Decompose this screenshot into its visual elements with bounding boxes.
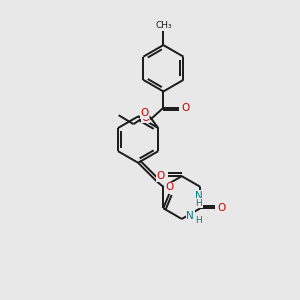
- Text: O: O: [217, 203, 225, 213]
- Text: CH₃: CH₃: [155, 21, 172, 30]
- Text: O: O: [140, 108, 148, 118]
- Text: N: N: [195, 191, 203, 201]
- Text: O: O: [157, 171, 165, 181]
- Text: H: H: [195, 216, 202, 225]
- Text: O: O: [141, 112, 150, 123]
- Text: H: H: [196, 199, 202, 208]
- Text: O: O: [181, 103, 190, 113]
- Text: N: N: [186, 211, 194, 221]
- Text: O: O: [165, 182, 173, 193]
